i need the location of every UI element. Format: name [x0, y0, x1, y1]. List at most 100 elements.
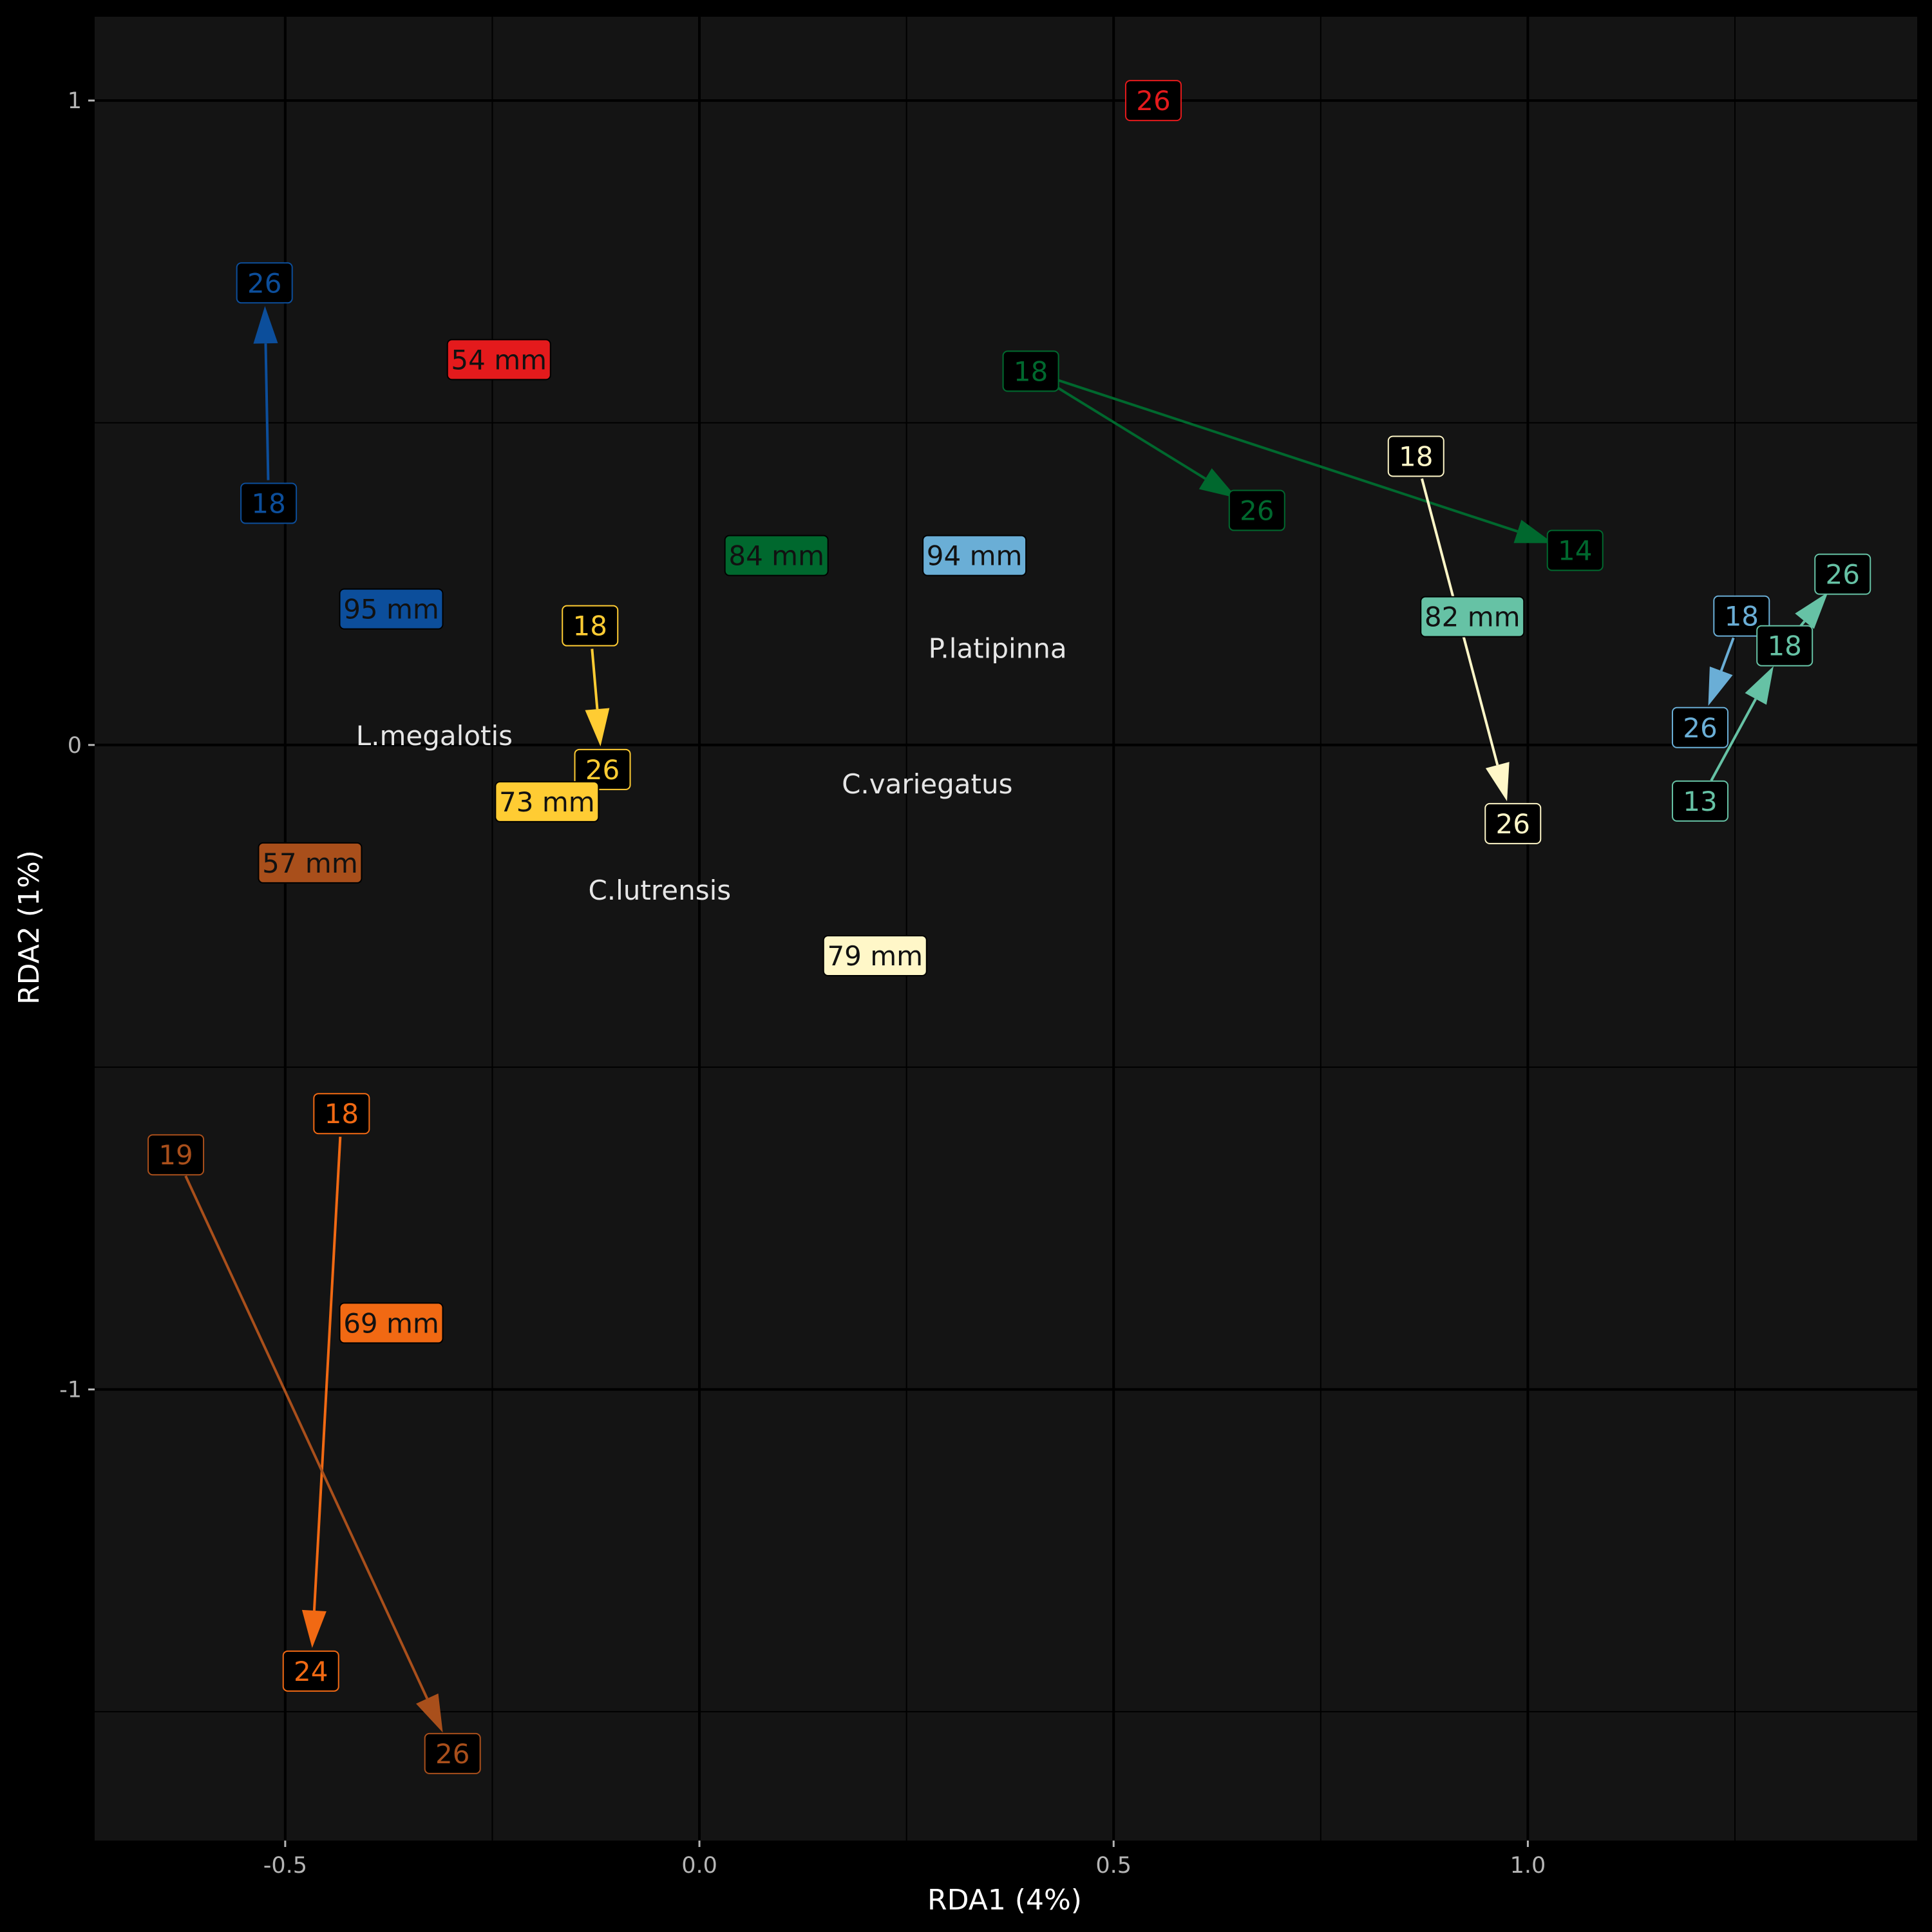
age-label-text: 26: [247, 267, 281, 299]
age-label-box: [1671, 706, 1728, 748]
size-label-box: [339, 588, 444, 630]
chart-labels: 2618261826181418261826182613182618241926…: [147, 80, 1871, 1774]
age-label: 24: [282, 1650, 339, 1692]
age-label-text: 18: [325, 1098, 359, 1130]
age-label-text: 18: [1767, 630, 1801, 662]
size-label-text: 54 mm: [451, 344, 547, 375]
species-label: C.variegatus: [842, 768, 1012, 800]
y-tick-label: 1: [68, 88, 82, 114]
arrow-head: [1198, 468, 1238, 498]
arrow-head: [1513, 520, 1553, 544]
size-label: 54 mm: [446, 339, 551, 381]
trajectory-line: [184, 1175, 429, 1700]
age-label: 26: [1671, 706, 1728, 748]
age-label-text: 26: [585, 754, 620, 786]
age-label: 26: [424, 1732, 481, 1774]
arrow-head: [1708, 667, 1733, 706]
age-label: 18: [1756, 625, 1814, 667]
age-label-box: [282, 1650, 339, 1692]
age-label: 26: [236, 262, 293, 304]
age-label-box: [1756, 625, 1814, 667]
age-label-box: [1546, 529, 1604, 571]
size-label-box: [822, 935, 927, 977]
age-label-text: 24: [294, 1656, 328, 1687]
age-label-text: 19: [158, 1139, 193, 1171]
trajectory-line: [1050, 382, 1206, 480]
species-label: P.latipinna: [929, 633, 1067, 665]
y-axis-title: RDA2 (1%): [13, 850, 46, 1005]
x-tick-label: 1.0: [1510, 1853, 1546, 1879]
size-label-box: [495, 781, 600, 822]
age-label: 18: [562, 605, 619, 647]
age-label: 18: [240, 482, 298, 524]
age-label: 18: [1387, 435, 1444, 477]
age-label-box: [147, 1134, 205, 1176]
size-label: 57 mm: [258, 842, 363, 884]
size-label: 73 mm: [495, 781, 600, 822]
size-label: 84 mm: [724, 535, 829, 576]
x-tick-label: 0.5: [1095, 1853, 1132, 1879]
age-label-text: 26: [1683, 712, 1717, 744]
trajectory-line: [1710, 698, 1757, 782]
age-label: 18: [1002, 350, 1059, 392]
age-label-box: [574, 748, 631, 790]
species-label: L.megalotis: [356, 720, 513, 752]
age-label-text: 18: [1725, 601, 1759, 632]
age-label-text: 26: [1496, 808, 1530, 840]
arrow-head: [585, 708, 610, 746]
age-label: 19: [147, 1134, 205, 1176]
axes: -0.5 0.0 0.5 1.0 1 0 -1: [59, 88, 1546, 1879]
species-label: C.lutrensis: [588, 875, 731, 906]
size-label-text: 79 mm: [827, 940, 923, 972]
size-label-text: 95 mm: [343, 594, 439, 625]
size-label-box: [724, 535, 829, 576]
age-label-box: [240, 482, 298, 524]
age-label-text: 14: [1558, 535, 1592, 567]
size-label-text: 84 mm: [728, 540, 824, 572]
age-label-box: [236, 262, 293, 304]
y-tick-label: -1: [59, 1378, 82, 1403]
age-label-text: 18: [573, 611, 607, 642]
age-label-text: 26: [435, 1738, 469, 1770]
size-label-box: [1420, 596, 1525, 638]
size-label-box: [922, 535, 1027, 576]
trajectory-line: [312, 1137, 342, 1611]
trajectory-line: [591, 649, 599, 710]
size-label-box: [339, 1302, 444, 1344]
age-label-box: [1124, 80, 1182, 122]
age-label: 26: [1228, 489, 1285, 531]
age-label: 26: [574, 748, 631, 790]
age-label-box: [1671, 780, 1728, 822]
age-label: 26: [1484, 802, 1542, 844]
arrow-head: [1745, 666, 1774, 705]
arrow-head: [253, 306, 278, 344]
age-label-box: [1002, 350, 1059, 392]
size-label-box: [446, 339, 551, 381]
size-label-text: 69 mm: [343, 1307, 439, 1339]
age-label-box: [1228, 489, 1285, 531]
age-label: 26: [1814, 553, 1871, 595]
size-label: 95 mm: [339, 588, 444, 630]
age-label-box: [1713, 595, 1770, 637]
age-label-box: [1484, 802, 1542, 844]
plot-panel: [95, 17, 1917, 1841]
age-label-text: 26: [1826, 559, 1860, 591]
age-label-box: [562, 605, 619, 647]
size-label: 82 mm: [1420, 596, 1525, 638]
x-tick-label: -0.5: [263, 1853, 307, 1879]
age-label-box: [313, 1093, 370, 1135]
age-label: 14: [1546, 529, 1604, 571]
trajectory-line: [1719, 637, 1735, 672]
age-label-text: 26: [1136, 85, 1170, 117]
age-label-text: 18: [251, 488, 285, 520]
arrow-head: [416, 1693, 443, 1733]
size-label-text: 57 mm: [262, 848, 358, 879]
age-label-box: [424, 1732, 481, 1774]
trajectory-line: [264, 343, 270, 480]
arrow-head: [301, 1609, 327, 1648]
age-label-box: [1387, 435, 1444, 477]
y-tick-label: 0: [68, 733, 82, 759]
x-tick-label: 0.0: [681, 1853, 717, 1879]
age-label-text: 13: [1683, 786, 1717, 817]
